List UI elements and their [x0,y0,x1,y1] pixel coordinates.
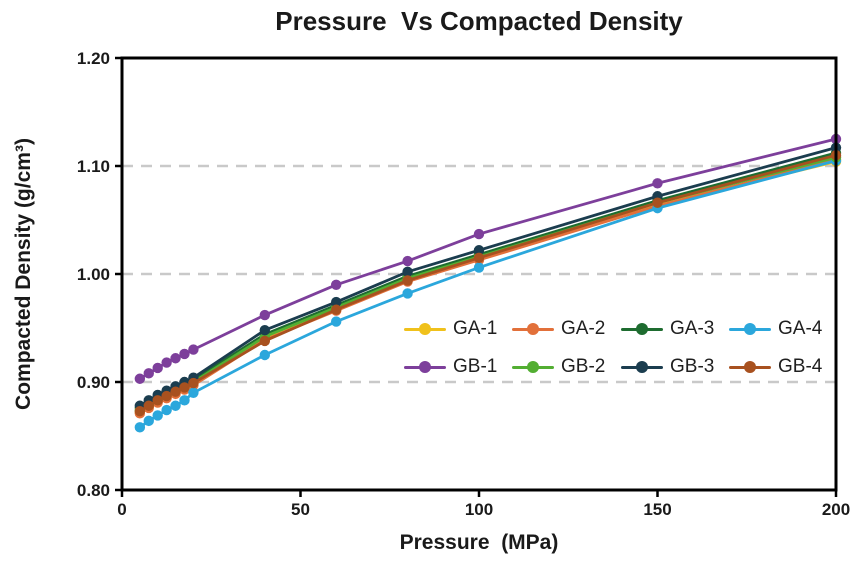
data-point-GA-4-40 [259,349,270,361]
legend-marker-icon-GA-3 [621,323,663,335]
data-point-GB-1-150 [652,178,663,189]
legend-item-GB-1: GB-1 [404,356,497,378]
series-markers-GA-2 [134,154,842,419]
data-point-GB-1-5 [134,373,146,384]
y-tick-label-1.10: 1.10 [76,157,110,176]
x-tick-label-0: 0 [117,500,127,519]
series-line-GA-4 [138,159,838,429]
legend-label-GA-2: GA-2 [561,318,606,339]
legend-label-GB-2: GB-2 [561,356,606,377]
data-point-GB-1-10 [152,362,163,374]
data-point-GB-1-80 [402,255,413,267]
data-point-GA-4-12.5 [161,404,172,416]
data-point-GB-4-17.5 [179,382,190,393]
plot-border [120,56,838,492]
data-point-GA-4-10 [152,410,163,421]
legend-label-GA-1: GA-1 [453,318,498,339]
legend-label-GA-3: GA-3 [670,318,715,339]
legend-item-GA-4: GA-4 [729,318,822,340]
y-tick-label-1.00: 1.00 [76,265,110,284]
axis-ticks [115,56,838,497]
data-point-GB-1-12.5 [161,357,172,368]
legend-marker-icon-GA-2 [512,323,554,335]
legend-marker-icon-GB-1 [404,361,446,373]
data-point-GA-4-15 [170,400,181,411]
data-point-GB-3-80 [402,266,413,278]
legend-marker-icon-GB-4 [729,361,771,373]
data-point-GA-4-5 [134,422,146,433]
x-tick-label-50: 50 [291,500,310,519]
data-point-GB-4-12.5 [161,390,172,402]
y-tick-label-0.90: 0.90 [76,373,110,392]
data-point-GB-3-100 [473,245,485,256]
legend-item-GB-2: GB-2 [512,356,605,378]
data-point-GB-4-20 [188,377,199,389]
data-point-GB-1-60 [331,279,342,290]
data-point-GB-4-100 [473,252,485,263]
data-point-GB-1-7.5 [143,368,154,379]
legend-item-GB-4: GB-4 [729,356,822,378]
legend-item-GA-1: GA-1 [404,318,497,340]
series-markers-GB-4 [134,150,842,417]
series-markers-GB-1 [134,133,842,384]
x-tick-label-100: 100 [464,500,494,519]
chart-title: Pressure Vs Compacted Density [275,6,683,36]
y-tick-label-0.80: 0.80 [76,481,110,500]
series-markers-GA-1 [134,156,842,418]
legend-label-GB-3: GB-3 [670,356,715,377]
legend-item-GB-3: GB-3 [621,356,714,378]
data-point-GA-4-7.5 [143,415,154,427]
data-point-GA-4-80 [402,288,413,299]
data-point-GA-4-60 [331,316,342,327]
data-point-GB-4-7.5 [143,400,154,411]
data-point-GB-4-5 [134,405,146,417]
legend-label-GA-4: GA-4 [778,318,823,339]
legend-label-GB-4: GB-4 [778,356,823,377]
legend-marker-icon-GA-1 [404,323,446,335]
x-axis-title: Pressure (MPa) [399,531,559,554]
y-tick-label-1.20: 1.20 [76,49,110,68]
data-point-GB-1-20 [188,344,199,355]
x-tick-label-200: 200 [821,500,851,519]
y-axis-title: Compacted Density (g/cm³) [12,138,35,410]
series-layer [134,133,842,433]
data-point-GB-3-40 [259,324,270,336]
data-point-GB-4-80 [402,275,413,286]
legend-marker-icon-GA-4 [729,323,771,335]
data-point-GB-1-100 [473,228,485,240]
data-point-GB-1-40 [259,309,270,321]
data-point-GA-4-100 [473,262,485,273]
legend-item-GA-3: GA-3 [621,318,714,340]
legend-marker-icon-GB-2 [512,361,554,373]
legend-marker-icon-GB-3 [621,361,663,373]
data-point-GB-1-15 [170,353,181,364]
data-point-GB-4-150 [652,197,663,208]
data-point-GB-4-10 [152,395,163,406]
data-point-GA-4-17.5 [179,395,190,406]
data-point-GB-3-60 [331,296,342,308]
data-point-GB-1-17.5 [179,348,190,360]
data-point-GB-4-15 [170,386,181,397]
data-point-GB-4-60 [331,304,342,315]
legend-item-GA-2: GA-2 [512,318,605,340]
x-tick-label-150: 150 [643,500,672,519]
gridlines [122,164,836,384]
legend-label-GB-1: GB-1 [453,356,498,377]
data-point-GB-4-40 [259,335,270,347]
series-markers-GA-4 [134,155,842,433]
data-point-GA-4-20 [188,387,199,398]
